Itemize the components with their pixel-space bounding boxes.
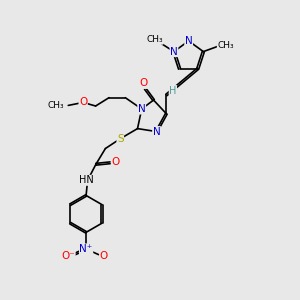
- Text: N: N: [153, 127, 160, 136]
- Text: O: O: [100, 250, 108, 260]
- Text: H: H: [169, 85, 177, 96]
- Text: N⁺: N⁺: [80, 244, 93, 254]
- Text: CH₃: CH₃: [217, 41, 234, 50]
- Text: CH₃: CH₃: [146, 35, 163, 44]
- Text: N: N: [138, 104, 146, 114]
- Text: CH₃: CH₃: [47, 101, 64, 110]
- Text: HN: HN: [79, 175, 94, 185]
- Text: S: S: [117, 134, 124, 144]
- Text: O: O: [140, 78, 148, 88]
- Text: O⁻: O⁻: [61, 250, 75, 260]
- Text: O: O: [111, 157, 120, 167]
- Text: O: O: [79, 98, 87, 107]
- Text: N: N: [185, 36, 193, 46]
- Text: N: N: [170, 46, 178, 57]
